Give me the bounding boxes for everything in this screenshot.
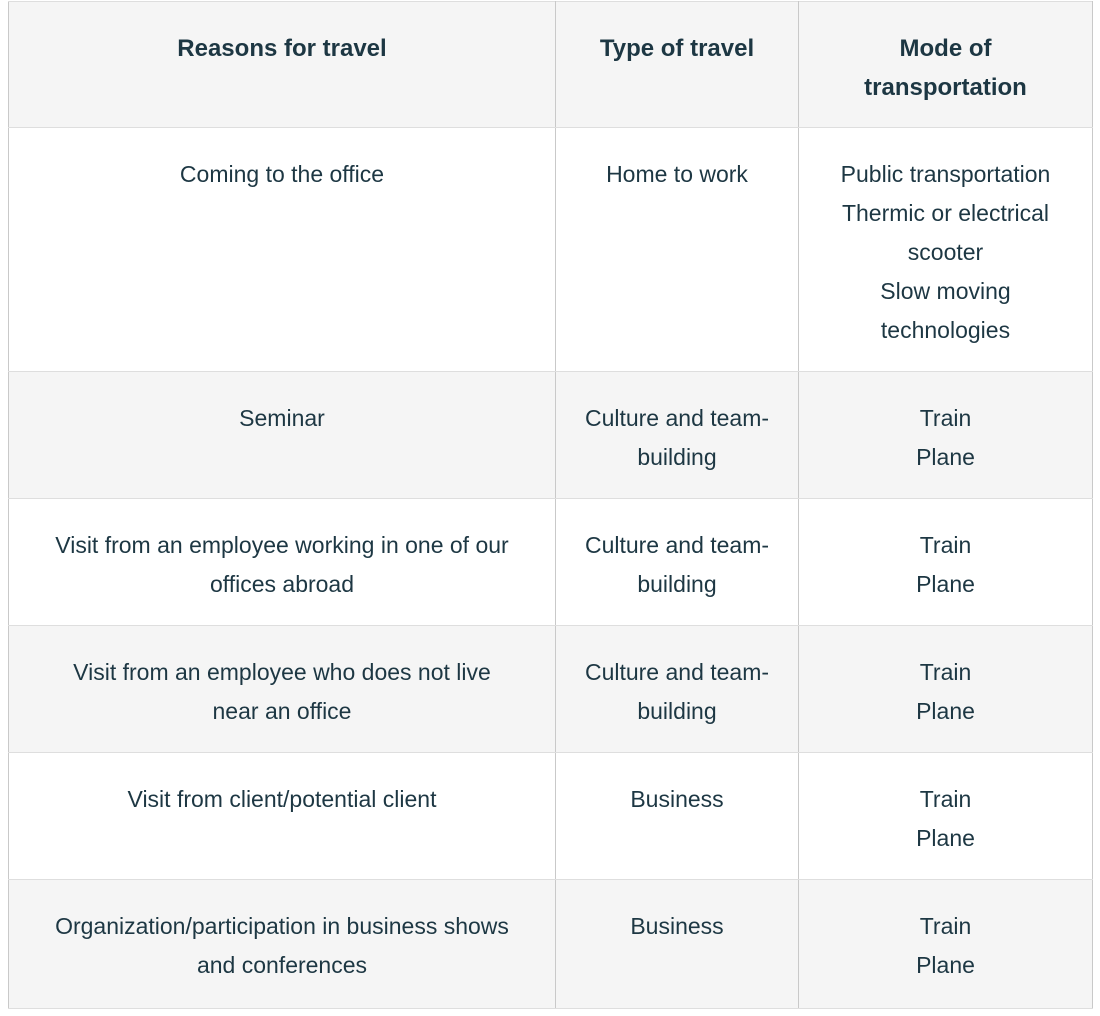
cell-modes: Train Plane: [798, 879, 1093, 1009]
table-row: Organization/participation in business s…: [8, 879, 1093, 1009]
table-header: Reasons for travel Type of travel Mode o…: [8, 1, 1093, 128]
cell-type: Business: [555, 752, 799, 880]
cell-modes: Train Plane: [798, 371, 1093, 499]
cell-reason: Seminar: [8, 371, 556, 499]
mode-item: Plane: [916, 698, 975, 724]
cell-reason: Organization/participation in business s…: [8, 879, 556, 1009]
column-header-mode: Mode of transportation: [798, 1, 1093, 128]
mode-item: Thermic or electrical scooter: [841, 200, 1050, 265]
column-header-type: Type of travel: [555, 1, 799, 128]
mode-item: Train: [919, 532, 972, 558]
mode-item: Slow moving technologies: [880, 278, 1011, 343]
cell-reason: Visit from an employee working in one of…: [8, 498, 556, 626]
cell-reason: Visit from an employee who does not live…: [8, 625, 556, 753]
table-body: Coming to the office Home to work Public…: [8, 127, 1093, 1009]
cell-type: Home to work: [555, 127, 799, 372]
cell-reason: Visit from client/potential client: [8, 752, 556, 880]
cell-type: Culture and team-building: [555, 371, 799, 499]
mode-item: Public transportation: [840, 161, 1051, 187]
cell-reason: Coming to the office: [8, 127, 556, 372]
table-row: Coming to the office Home to work Public…: [8, 127, 1093, 372]
mode-item: Train: [919, 913, 972, 939]
cell-type: Culture and team-building: [555, 625, 799, 753]
table-row: Visit from an employee who does not live…: [8, 625, 1093, 753]
mode-item: Plane: [916, 571, 975, 597]
mode-item: Train: [919, 786, 972, 812]
header-row: Reasons for travel Type of travel Mode o…: [8, 1, 1093, 128]
cell-type: Business: [555, 879, 799, 1009]
mode-item: Plane: [916, 952, 975, 978]
cell-modes: Public transportation Thermic or electri…: [798, 127, 1093, 372]
travel-policy-table: Reasons for travel Type of travel Mode o…: [8, 1, 1093, 1009]
cell-modes: Train Plane: [798, 498, 1093, 626]
mode-item: Train: [919, 405, 972, 431]
column-header-reasons: Reasons for travel: [8, 1, 556, 128]
cell-modes: Train Plane: [798, 752, 1093, 880]
table-row: Visit from client/potential client Busin…: [8, 752, 1093, 880]
cell-modes: Train Plane: [798, 625, 1093, 753]
mode-item: Plane: [916, 444, 975, 470]
mode-item: Plane: [916, 825, 975, 851]
mode-item: Train: [919, 659, 972, 685]
table-row: Visit from an employee working in one of…: [8, 498, 1093, 626]
cell-type: Culture and team-building: [555, 498, 799, 626]
table-row: Seminar Culture and team-building Train …: [8, 371, 1093, 499]
